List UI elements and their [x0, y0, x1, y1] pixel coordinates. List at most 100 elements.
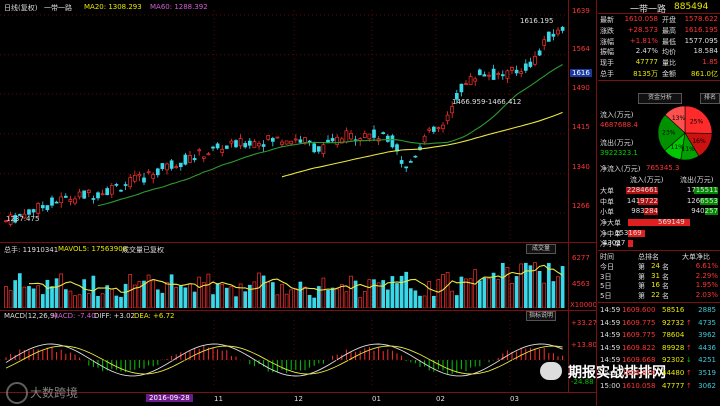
price-tick: 1490	[572, 84, 590, 92]
order-row-label: 中单	[600, 197, 614, 206]
tick-direction-icon: ↑	[686, 369, 692, 377]
candle-body	[142, 177, 146, 183]
candle-body	[201, 156, 206, 159]
candle-body	[436, 127, 441, 129]
candle-body	[445, 114, 450, 122]
order-row-label: 小单	[600, 208, 614, 216]
candle-body	[441, 124, 445, 130]
quote-field-value: +28.573	[627, 25, 658, 34]
tick-volume: 92302	[662, 356, 685, 365]
candle-body	[280, 141, 284, 145]
quote-row: 现手 47777 量比 1.85	[598, 58, 720, 68]
volume-bar	[362, 291, 367, 308]
dea-value: DEA: +6.72	[134, 312, 175, 320]
volume-bar	[178, 285, 183, 308]
candle-body	[96, 192, 100, 199]
quote-row: 最新 1610.058 开盘 1578.622	[598, 15, 720, 25]
quote-field-value: 1.85	[702, 58, 718, 67]
quote-field-label: 金额	[662, 70, 676, 78]
volume-bar	[293, 288, 298, 308]
candle-body	[514, 69, 519, 74]
volume-bar	[399, 275, 404, 308]
tick-direction-icon: ↑	[686, 381, 692, 390]
candle-body	[220, 149, 225, 153]
period-row[interactable]: 今日 第 24 名 6.61%	[598, 262, 720, 272]
volume-chart[interactable]	[0, 252, 568, 308]
diff-value: DIFF: +3.02	[94, 312, 135, 320]
order-outflow: 940257	[691, 207, 718, 215]
candle-body	[261, 144, 266, 147]
quote-field-value: 1610.058	[624, 15, 658, 23]
volume-bar	[257, 272, 261, 308]
order-row-label: 大单	[600, 187, 614, 195]
candle-body	[330, 138, 335, 142]
candle-body	[59, 196, 64, 204]
quote-field-value: 2.47%	[635, 47, 658, 56]
indicator-help-button[interactable]: 指标说明	[526, 311, 556, 321]
period-time: 5日	[600, 282, 612, 291]
tick-time: 14:59	[600, 318, 621, 327]
candle-body	[537, 50, 542, 56]
volume-bar	[381, 280, 386, 308]
pie-slice	[684, 105, 713, 134]
big-order-ratio: 2.03%	[695, 290, 718, 299]
tick-volume: 78604	[662, 331, 685, 340]
volume-bar	[441, 274, 445, 308]
volume-bar	[224, 287, 229, 308]
volume-bar	[551, 281, 556, 308]
macd-title: MACD(12,26,9)	[4, 312, 58, 320]
volume-bar	[491, 272, 496, 308]
volume-bar	[151, 280, 156, 308]
volume-bar	[109, 288, 114, 308]
candle-body	[459, 83, 464, 93]
tick-time: 15:00	[600, 369, 621, 377]
candle-body	[528, 61, 533, 67]
volume-bar	[201, 282, 206, 308]
kline-chart[interactable]	[0, 10, 568, 242]
volume-bar	[142, 280, 146, 308]
candle-body	[427, 128, 432, 131]
candle-body	[482, 74, 487, 77]
candle-body	[312, 143, 317, 153]
fund-flow-pie: 25%16%11%11%23%13%	[657, 105, 713, 161]
volume-bar	[514, 276, 519, 308]
tick-row: 14:59 1609.822 89928 ↑ 4436	[598, 344, 720, 354]
candle-body	[431, 126, 436, 132]
quote-field-label: 涨幅	[600, 37, 614, 46]
fund-analysis-tab[interactable]: 资金分析	[638, 93, 682, 104]
volume-bar	[312, 297, 317, 308]
volume-bar	[82, 279, 87, 308]
period-row[interactable]: 5日 第 22 名 2.03%	[598, 291, 720, 301]
panel-border	[596, 0, 597, 406]
volume-bar	[390, 276, 395, 308]
candle-body	[128, 177, 133, 188]
volume-button[interactable]: 成交量	[526, 244, 556, 254]
period-row[interactable]: 5日 第 16 名 1.95%	[598, 281, 720, 291]
pie-slice	[657, 114, 686, 152]
ranking-tab[interactable]: 排名	[700, 93, 720, 104]
volume-bar	[431, 295, 436, 308]
tick-time: 14:59	[600, 356, 621, 365]
period-row[interactable]: 3日 第 31 名 2.29%	[598, 272, 720, 282]
panel-divider	[0, 310, 596, 311]
net-row-label: 净小单	[600, 240, 621, 248]
quote-row: 涨跌 +28.573 最高 1616.195	[598, 26, 720, 36]
volume-bar	[59, 273, 64, 308]
candle-body	[551, 33, 556, 37]
candle-body	[229, 140, 234, 144]
candle-body	[339, 138, 344, 144]
volume-bar	[459, 276, 464, 308]
cursor-date-label: 2016-09-28	[146, 394, 193, 402]
quote-field-value: +1.81%	[629, 36, 658, 45]
tick-count: 3519	[698, 369, 716, 377]
candle-body	[252, 141, 257, 148]
macd-chart[interactable]	[0, 320, 568, 388]
net-bar	[628, 219, 690, 226]
volume-bar	[137, 281, 142, 308]
quote-field-label: 均价	[662, 48, 676, 57]
volume-bar	[510, 283, 514, 308]
volume-bar	[252, 281, 257, 308]
time-tick: 01	[372, 395, 381, 403]
tick-volume: 44480	[662, 369, 685, 377]
tick-count: 4735	[698, 318, 716, 327]
